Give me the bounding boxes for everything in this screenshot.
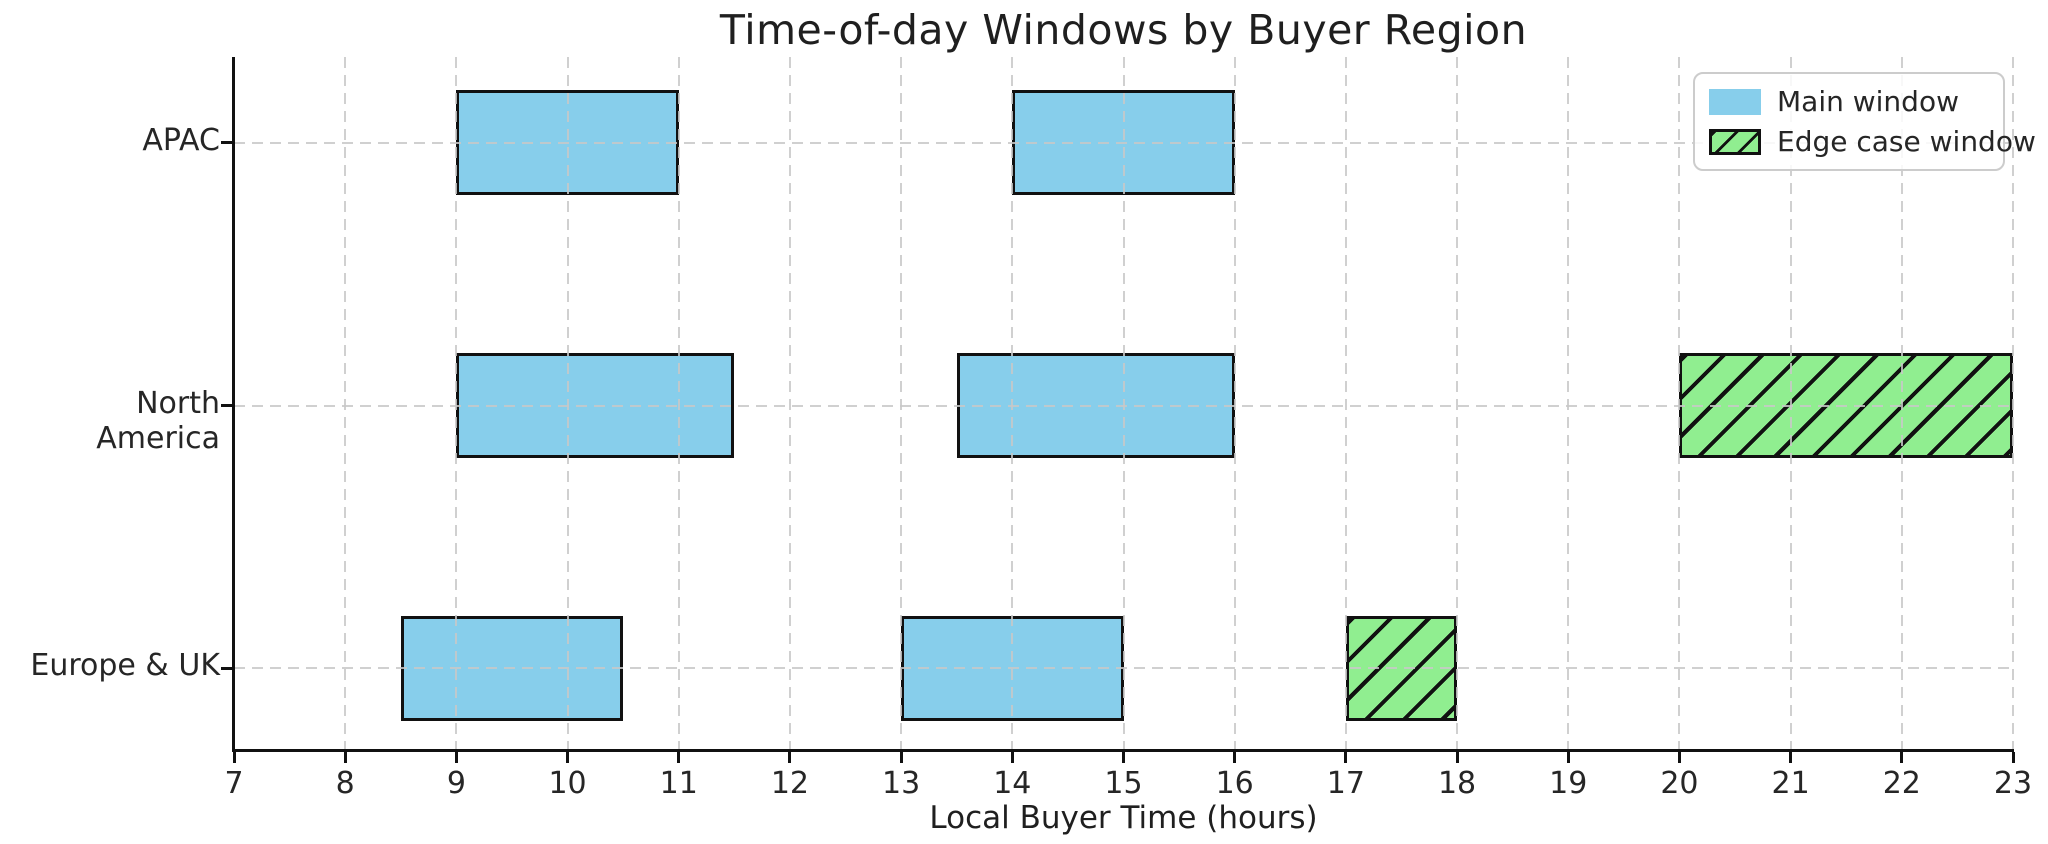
- x-tick-mark: [1566, 752, 1570, 763]
- vertical-gridline: [1011, 57, 1014, 750]
- vertical-gridline: [344, 57, 347, 750]
- x-tick-label: 19: [1549, 766, 1588, 801]
- vertical-gridline: [2012, 57, 2014, 750]
- x-tick-label: 8: [335, 766, 355, 801]
- x-tick-label: 20: [1660, 766, 1699, 801]
- vertical-gridline: [900, 57, 903, 750]
- x-tick-mark: [788, 752, 792, 763]
- x-tick-mark: [1010, 752, 1014, 763]
- x-tick-label: 12: [770, 766, 810, 801]
- x-tick-label: 23: [1993, 766, 2033, 801]
- y-tick-label: North America: [96, 385, 220, 456]
- x-tick-label: 13: [882, 766, 921, 801]
- x-tick-mark: [1344, 752, 1348, 763]
- y-tick-mark: [221, 141, 232, 145]
- x-axis-spine: [232, 749, 2014, 752]
- y-tick-mark: [221, 666, 232, 670]
- x-tick-mark: [677, 752, 681, 763]
- vertical-gridline: [788, 57, 791, 750]
- x-tick-mark: [1233, 752, 1237, 763]
- x-tick-mark: [899, 752, 903, 763]
- x-tick-label: 18: [1437, 766, 1477, 801]
- vertical-gridline: [1900, 57, 1903, 750]
- vertical-gridline: [1456, 57, 1459, 750]
- legend-label: Edge case window: [1777, 125, 2036, 158]
- x-axis-label: Local Buyer Time (hours): [929, 800, 1318, 836]
- x-tick-mark: [343, 752, 347, 763]
- vertical-gridline: [1344, 57, 1347, 750]
- x-tick-mark: [1122, 752, 1125, 763]
- chart-title: Time-of-day Windows by Buyer Region: [719, 6, 1528, 54]
- legend: Main window Edge case window: [1693, 72, 2036, 171]
- x-tick-label: 21: [1771, 766, 1810, 801]
- plot-area: [234, 57, 2014, 750]
- vertical-gridline: [1233, 57, 1236, 750]
- vertical-gridline: [677, 57, 680, 750]
- y-axis-spine: [232, 57, 235, 752]
- vertical-gridline: [455, 57, 458, 750]
- main-window-swatch-icon: [1709, 88, 1761, 115]
- x-tick-mark: [1455, 752, 1459, 763]
- vertical-gridline: [1567, 57, 1570, 750]
- x-tick-mark: [566, 752, 570, 763]
- x-tick-mark: [232, 752, 236, 763]
- vertical-gridline: [566, 57, 569, 750]
- vertical-gridline: [1678, 57, 1681, 750]
- x-tick-mark: [2011, 752, 2015, 763]
- legend-label: Main window: [1777, 85, 1959, 118]
- y-tick-label: APAC: [142, 122, 220, 158]
- x-tick-label: 7: [224, 766, 244, 801]
- x-tick-mark: [454, 752, 458, 763]
- x-tick-label: 11: [659, 766, 698, 801]
- vertical-gridline: [1122, 57, 1125, 750]
- y-tick-label: Europe & UK: [30, 648, 220, 684]
- x-tick-label: 17: [1326, 766, 1365, 801]
- vertical-gridline: [1789, 57, 1792, 750]
- x-tick-mark: [1900, 752, 1904, 763]
- legend-entry: Edge case window: [1709, 125, 2036, 158]
- y-tick-mark: [221, 404, 232, 408]
- edge-case-swatch-icon: [1709, 128, 1761, 155]
- x-tick-mark: [1789, 752, 1793, 763]
- x-tick-label: 15: [1104, 766, 1143, 801]
- x-tick-label: 10: [548, 766, 587, 801]
- x-tick-label: 22: [1882, 766, 1921, 801]
- x-tick-label: 9: [446, 766, 466, 801]
- legend-entry: Main window: [1709, 85, 1989, 118]
- x-tick-label: 14: [993, 766, 1032, 801]
- x-tick-label: 16: [1215, 766, 1254, 801]
- x-tick-mark: [1677, 752, 1681, 763]
